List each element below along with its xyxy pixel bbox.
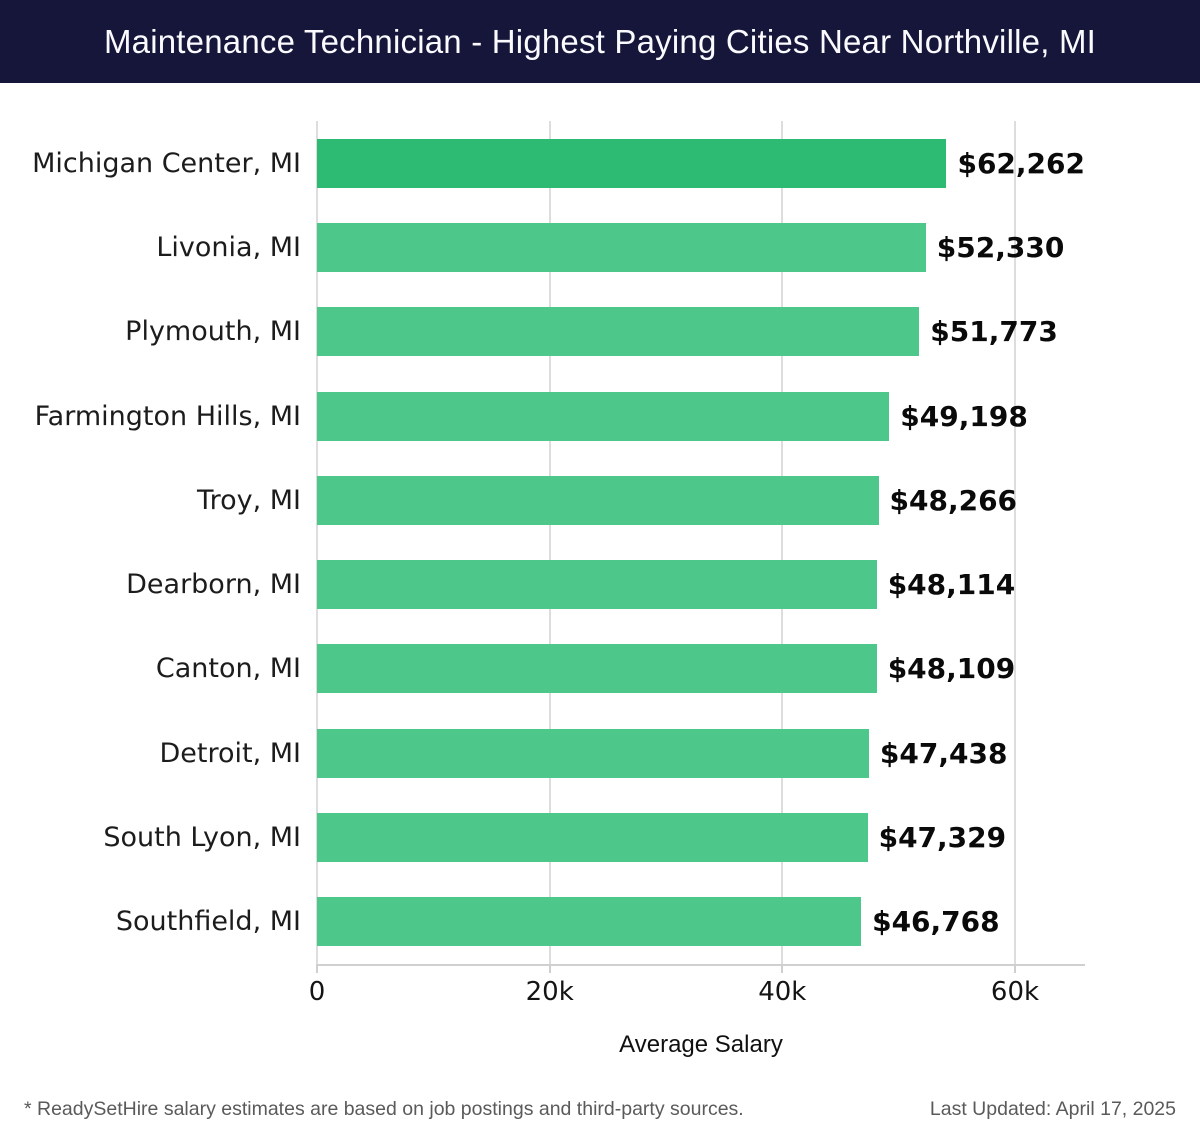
- bar: [317, 222, 926, 272]
- footer-last-updated: Last Updated: April 17, 2025: [929, 1098, 1176, 1120]
- gridline: [316, 121, 318, 964]
- bar: [317, 307, 920, 357]
- x-axis-tick: [548, 964, 551, 973]
- bar: [317, 897, 862, 947]
- x-axis-tick-label: 40k: [758, 977, 807, 1007]
- gridline: [781, 121, 784, 964]
- x-axis-tick: [316, 964, 318, 973]
- bar: [317, 391, 890, 441]
- bar-row: $48,114: [317, 542, 1085, 626]
- category-label: Livonia, MI: [156, 231, 301, 263]
- category-label: Southfield, MI: [115, 906, 301, 938]
- bar: [317, 728, 869, 778]
- category-label: Troy, MI: [197, 484, 301, 516]
- gridline: [548, 121, 551, 964]
- x-axis-tick-label: 20k: [525, 977, 574, 1007]
- bar-series: $62,262 $52,330 $51,773 $49,198 $48,266 …: [317, 121, 1085, 964]
- footer-disclaimer: * ReadySetHire salary estimates are base…: [24, 1098, 744, 1120]
- x-axis-tick: [781, 964, 784, 973]
- page-title: Maintenance Technician - Highest Paying …: [103, 22, 1097, 60]
- bar-value-label: $47,329: [878, 821, 1007, 855]
- bar-row: $47,438: [317, 711, 1085, 795]
- bar: [317, 475, 879, 525]
- bar-value-label: $62,262: [957, 146, 1085, 180]
- bar-value-label: $49,198: [900, 399, 1028, 433]
- x-axis-tick: [1014, 964, 1016, 973]
- bar-row: $48,109: [317, 627, 1085, 711]
- x-axis-title: Average Salary: [619, 1031, 783, 1058]
- bar: [317, 138, 947, 188]
- bar-value-label: $52,330: [936, 230, 1065, 264]
- category-label: Plymouth, MI: [125, 316, 301, 348]
- footer: * ReadySetHire salary estimates are base…: [0, 1098, 1200, 1121]
- category-label: Michigan Center, MI: [32, 147, 301, 179]
- bar-value-label: $48,266: [889, 483, 1018, 517]
- category-label: Canton, MI: [155, 653, 301, 685]
- category-label: Farmington Hills, MI: [34, 400, 301, 432]
- bar-row: $52,330: [317, 205, 1085, 289]
- bar-row: $46,768: [317, 880, 1085, 964]
- header-bar: Maintenance Technician - Highest Paying …: [0, 0, 1200, 83]
- bar-value-label: $47,438: [879, 736, 1008, 770]
- bar-value-label: $48,109: [887, 652, 1016, 686]
- bar-value-label: $48,114: [887, 568, 1016, 602]
- category-label: Dearborn, MI: [126, 569, 301, 601]
- gridline: [1014, 121, 1016, 964]
- bar-row: $49,198: [317, 374, 1085, 458]
- bar-value-label: $46,768: [872, 905, 1000, 939]
- y-axis-category-labels: Michigan Center, MI Livonia, MI Plymouth…: [0, 121, 301, 964]
- x-axis-tick-label: 60k: [990, 977, 1040, 1007]
- bar: [317, 644, 877, 694]
- category-label: South Lyon, MI: [103, 822, 301, 854]
- bar: [317, 813, 868, 863]
- plot-area: $62,262 $52,330 $51,773 $49,198 $48,266 …: [309, 121, 1085, 1007]
- bar-row: $47,329: [317, 795, 1085, 879]
- bar-value-label: $51,773: [930, 315, 1058, 349]
- bar-row: $62,262: [317, 121, 1085, 205]
- bar: [317, 560, 877, 610]
- x-axis-tick-label: 0: [308, 977, 326, 1007]
- bar-row: $48,266: [317, 458, 1085, 542]
- bar-row: $51,773: [317, 290, 1085, 374]
- category-label: Detroit, MI: [159, 737, 301, 769]
